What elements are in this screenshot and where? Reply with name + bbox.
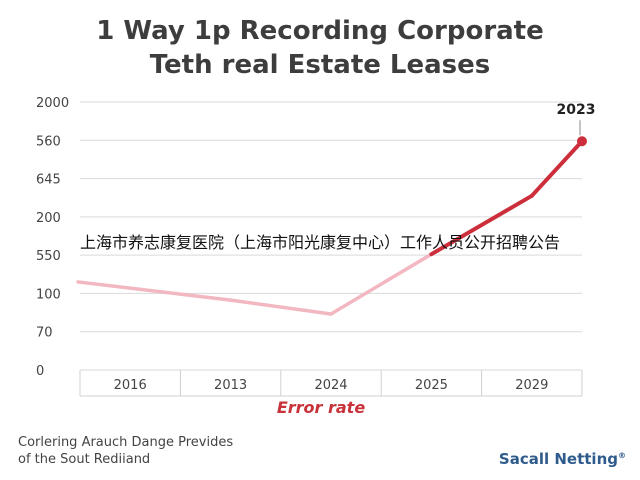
x-axis-label: Error rate xyxy=(277,398,366,417)
x-axis-tick-labels: 2016 2013 2024 2025 2029 xyxy=(114,378,549,393)
y-tick-label: 70 xyxy=(36,326,53,341)
series-markers xyxy=(577,136,587,147)
x-tick-label: 2025 xyxy=(415,378,448,393)
chart-title-line1: 1 Way 1p Recording Corporate xyxy=(96,16,544,46)
x-tick-label: 2013 xyxy=(214,378,247,393)
series-segment xyxy=(329,252,434,316)
series-end-marker xyxy=(577,136,587,147)
x-tick-label: 2016 xyxy=(114,378,147,393)
series-segment xyxy=(228,298,333,316)
registered-mark: ® xyxy=(618,451,626,460)
y-tick-label: 100 xyxy=(36,287,61,302)
series-segment xyxy=(529,139,584,198)
y-tick-label: 550 xyxy=(36,249,61,264)
y-tick-label: 200 xyxy=(36,211,61,226)
footnote: Corlering Arauch Dange Prevides of the S… xyxy=(18,434,233,468)
overlay-banner-text: 上海市养志康复医院（上海市阳光康复中心）工作人员公开招聘公告 xyxy=(79,233,560,252)
series-segment xyxy=(429,193,534,257)
footnote-line2: of the Sout Rediiand xyxy=(18,452,151,467)
y-tick-label: 645 xyxy=(36,173,61,188)
y-tick-label: 560 xyxy=(36,134,61,149)
x-tick-label: 2024 xyxy=(314,378,347,393)
chart-title-line2: Teth real Estate Leases xyxy=(149,50,491,80)
y-tick-label: 2000 xyxy=(36,96,69,111)
brand-name: Sacall Netting xyxy=(498,450,618,468)
series-segment xyxy=(76,280,233,302)
y-axis-tick-labels: 2000 560 645 200 550 100 70 0 xyxy=(36,96,69,379)
x-tick-label: 2029 xyxy=(515,378,548,393)
footnote-line1: Corlering Arauch Dange Prevides xyxy=(18,435,234,450)
brand-logo: Sacall Netting® xyxy=(499,450,626,468)
series-line xyxy=(76,139,584,316)
y-tick-label: 0 xyxy=(36,364,44,379)
chart-title: 1 Way 1p Recording Corporate Teth real E… xyxy=(0,14,640,82)
callout-label: 2023 xyxy=(557,102,596,118)
